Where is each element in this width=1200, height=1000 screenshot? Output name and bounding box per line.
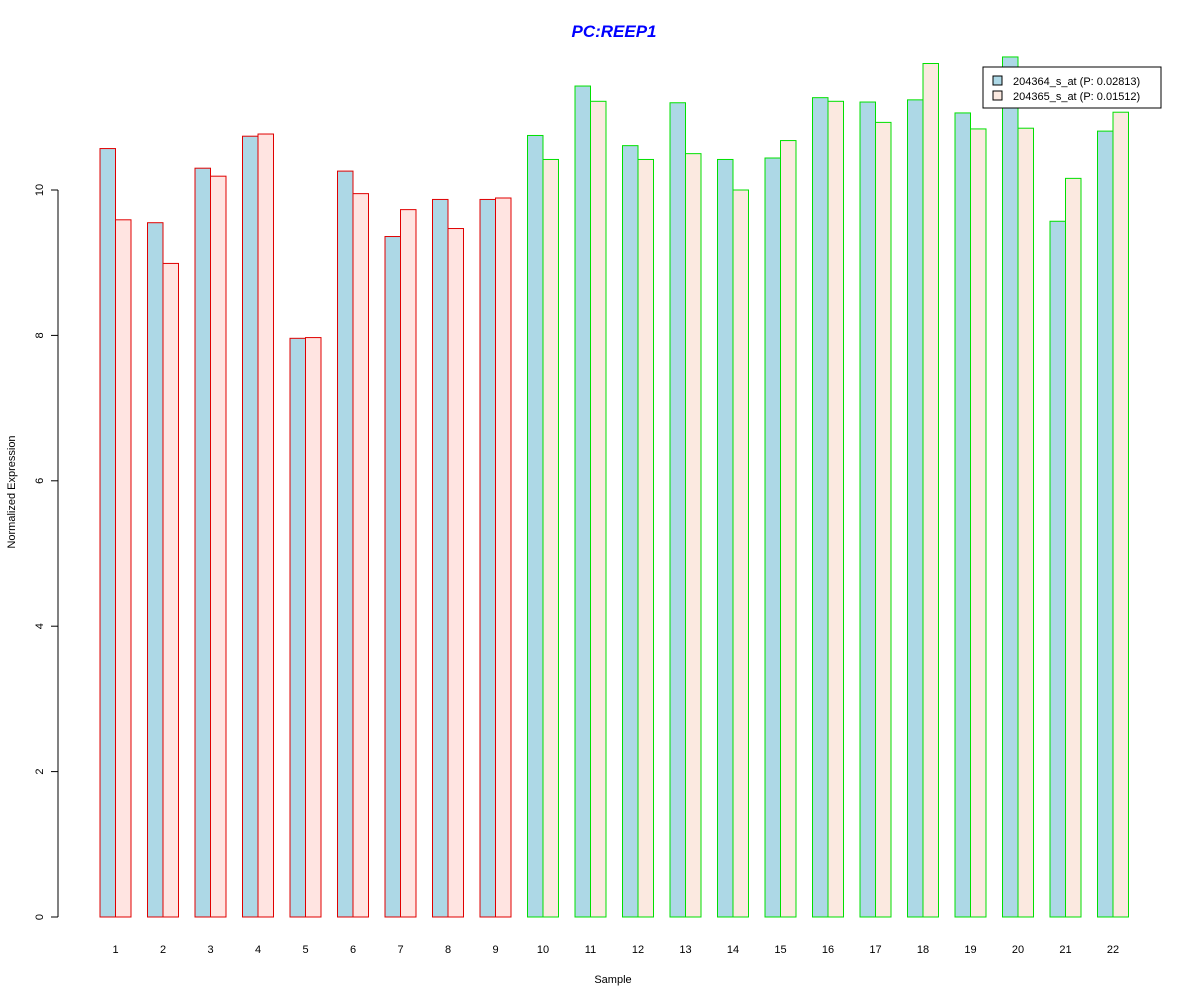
legend-box (982, 66, 1162, 109)
bar-sample-4-series-1 (242, 135, 259, 918)
legend-swatch-series-2 (992, 90, 1003, 101)
bar-sample-13-series-1 (669, 102, 686, 918)
bar-sample-21-series-1 (1049, 220, 1066, 918)
chart-title: PC:REEP1 (571, 22, 656, 41)
bar-sample-9-series-2 (495, 197, 512, 918)
y-axis-label: Normalized Expression (6, 435, 18, 548)
bar-sample-10-series-1 (527, 134, 544, 918)
y-tick-label: 4 (34, 623, 46, 629)
x-tick-label: 13 (679, 944, 691, 956)
x-tick-label: 16 (822, 944, 834, 956)
x-tick-label: 17 (869, 944, 881, 956)
x-tick-label: 20 (1012, 944, 1024, 956)
y-tick-label: 6 (34, 478, 46, 484)
bar-sample-2-series-1 (147, 222, 164, 918)
bar-sample-14-series-1 (717, 158, 734, 918)
x-axis-ticks: 1 2 3 4 5 6 7 8 9 10 11 12 13 14 15 16 17 18 19 20 21 22 (112, 944, 1119, 956)
legend-label-series-2: 204365_s_at (P: 0.01512) (1013, 91, 1140, 103)
x-tick-label: 1 (112, 944, 118, 956)
x-tick-label: 3 (207, 944, 213, 956)
x-tick-label: 4 (255, 944, 261, 956)
bar-sample-5-series-1 (289, 337, 306, 918)
bar-sample-17-series-2 (875, 121, 892, 918)
y-tick-label: 0 (34, 914, 46, 920)
bar-sample-16-series-2 (827, 100, 844, 918)
x-tick-label: 19 (964, 944, 976, 956)
x-tick-label: 7 (397, 944, 403, 956)
legend: 204364_s_at (P: 0.02813) 204365_s_at (P:… (982, 66, 1162, 109)
bar-sample-7-series-1 (384, 236, 401, 918)
bar-sample-12-series-2 (637, 158, 654, 918)
bar-sample-14-series-2 (732, 189, 749, 918)
x-tick-label: 10 (537, 944, 549, 956)
bar-sample-5-series-2 (305, 337, 322, 918)
x-tick-label: 12 (632, 944, 644, 956)
bar-sample-6-series-2 (352, 193, 369, 918)
y-tick-label: 8 (34, 332, 46, 338)
bar-sample-6-series-1 (337, 170, 354, 918)
bar-sample-3-series-2 (210, 175, 227, 918)
bar-sample-22-series-1 (1097, 130, 1114, 918)
bar-sample-4-series-2 (257, 133, 274, 918)
x-tick-label: 9 (492, 944, 498, 956)
bars-group (99, 56, 1129, 918)
x-tick-label: 18 (917, 944, 929, 956)
bar-sample-20-series-1 (1002, 56, 1019, 918)
bar-sample-8-series-1 (432, 198, 449, 918)
bar-sample-8-series-2 (447, 228, 464, 918)
bar-sample-3-series-1 (194, 167, 211, 918)
y-axis: 0 2 4 6 8 10 (34, 184, 59, 920)
x-tick-label: 8 (445, 944, 451, 956)
y-tick-label: 2 (34, 769, 46, 775)
x-tick-label: 22 (1107, 944, 1119, 956)
x-tick-label: 5 (302, 944, 308, 956)
x-tick-label: 15 (774, 944, 786, 956)
y-tick-label: 10 (34, 184, 46, 196)
bar-sample-20-series-2 (1017, 127, 1034, 918)
bar-sample-12-series-1 (622, 145, 639, 918)
bar-sample-18-series-1 (907, 99, 924, 918)
x-tick-label: 21 (1059, 944, 1071, 956)
x-tick-label: 14 (727, 944, 739, 956)
bar-sample-9-series-1 (479, 198, 496, 918)
bar-sample-19-series-2 (970, 128, 987, 918)
x-axis-label: Sample (594, 974, 631, 986)
bar-sample-19-series-1 (954, 112, 971, 918)
bar-sample-10-series-2 (542, 158, 559, 918)
bar-sample-11-series-2 (590, 100, 607, 918)
x-tick-label: 11 (585, 944, 596, 956)
bar-sample-15-series-1 (764, 157, 781, 918)
bar-sample-11-series-1 (574, 85, 591, 918)
x-tick-label: 6 (350, 944, 356, 956)
bar-sample-21-series-2 (1065, 177, 1082, 918)
bar-sample-16-series-1 (812, 97, 829, 918)
bar-sample-17-series-1 (859, 101, 876, 918)
bar-sample-18-series-2 (922, 63, 939, 918)
bar-sample-15-series-2 (780, 140, 797, 918)
legend-swatch-series-1 (992, 75, 1003, 86)
bar-sample-1-series-2 (115, 219, 132, 918)
x-tick-label: 2 (160, 944, 166, 956)
bar-sample-13-series-2 (685, 153, 702, 918)
bar-sample-7-series-2 (400, 209, 417, 918)
bar-sample-1-series-1 (99, 148, 116, 918)
bar-sample-2-series-2 (162, 262, 179, 918)
bar-sample-22-series-2 (1112, 111, 1129, 918)
legend-label-series-1: 204364_s_at (P: 0.02813) (1013, 76, 1140, 88)
